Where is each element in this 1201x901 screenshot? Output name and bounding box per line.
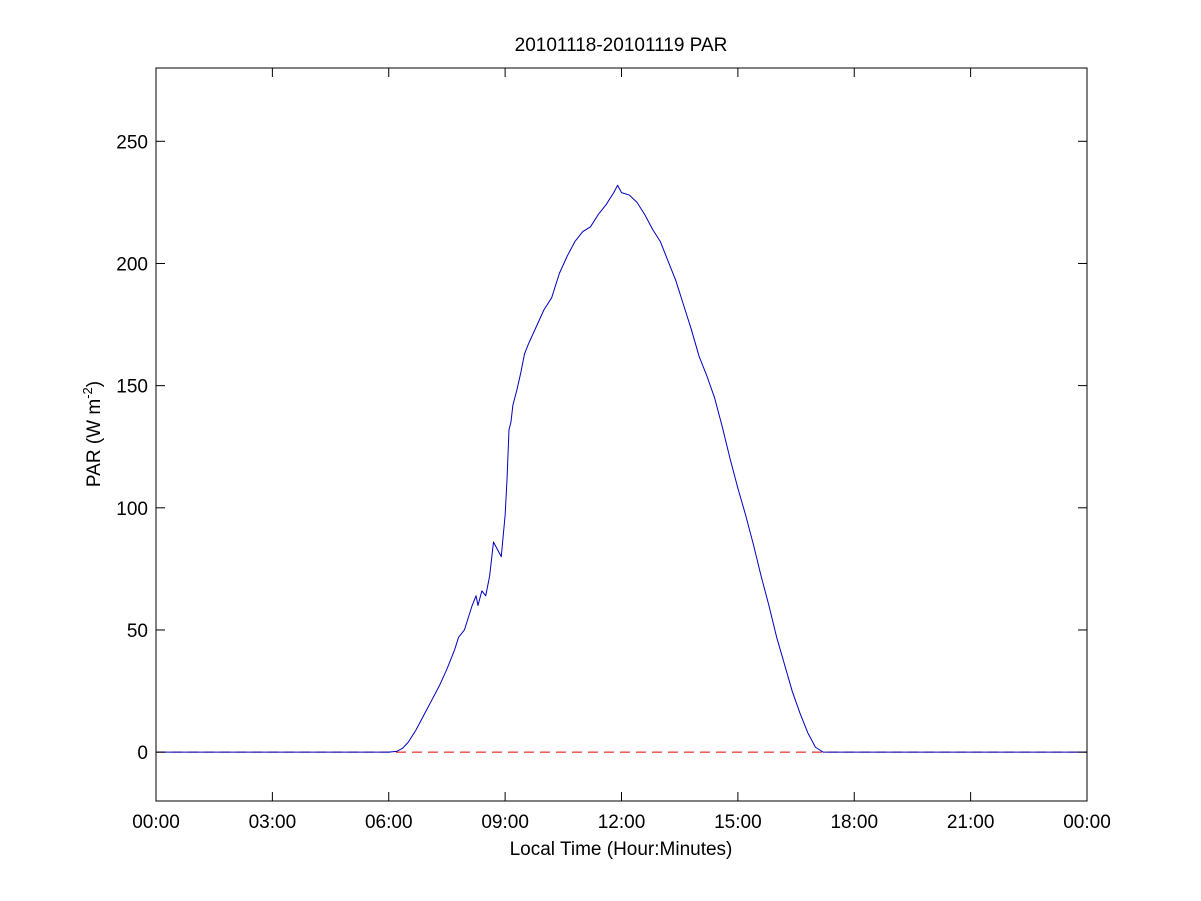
x-axis-label: Local Time (Hour:Minutes) <box>510 839 733 860</box>
y-tick-label: 100 <box>116 499 148 520</box>
data-layer <box>156 184 1087 753</box>
y-tick-label: 50 <box>127 621 148 642</box>
y-axis-label-superscript: -2 <box>80 387 95 399</box>
y-tick-label: 150 <box>116 377 148 398</box>
y-tick-label: 250 <box>116 132 148 153</box>
y-tick-label: 200 <box>116 254 148 275</box>
x-tick-label: 21:00 <box>947 812 995 833</box>
x-tick-label: 00:00 <box>1063 812 1111 833</box>
x-tick-label: 15:00 <box>714 812 762 833</box>
x-tick-label: 00:00 <box>132 812 180 833</box>
x-tick-label: 12:00 <box>598 812 646 833</box>
x-tick-label: 18:00 <box>830 812 878 833</box>
y-axis-label-close: ) <box>84 381 105 387</box>
y-axis-label: PAR (W m-2) <box>80 381 105 487</box>
par-series-line <box>156 184 1087 753</box>
y-axis-label-main: PAR (W m <box>84 399 105 487</box>
chart-title: 20101118-20101119 PAR <box>515 35 728 56</box>
y-tick-label: 0 <box>137 743 148 764</box>
x-tick-label: 03:00 <box>249 812 297 833</box>
x-tick-label: 06:00 <box>365 812 413 833</box>
tick-layer: 00:00 03:00 06:00 09:00 12:00 15:00 18:00 21:00… <box>116 68 1111 833</box>
x-tick-label: 09:00 <box>481 812 529 833</box>
